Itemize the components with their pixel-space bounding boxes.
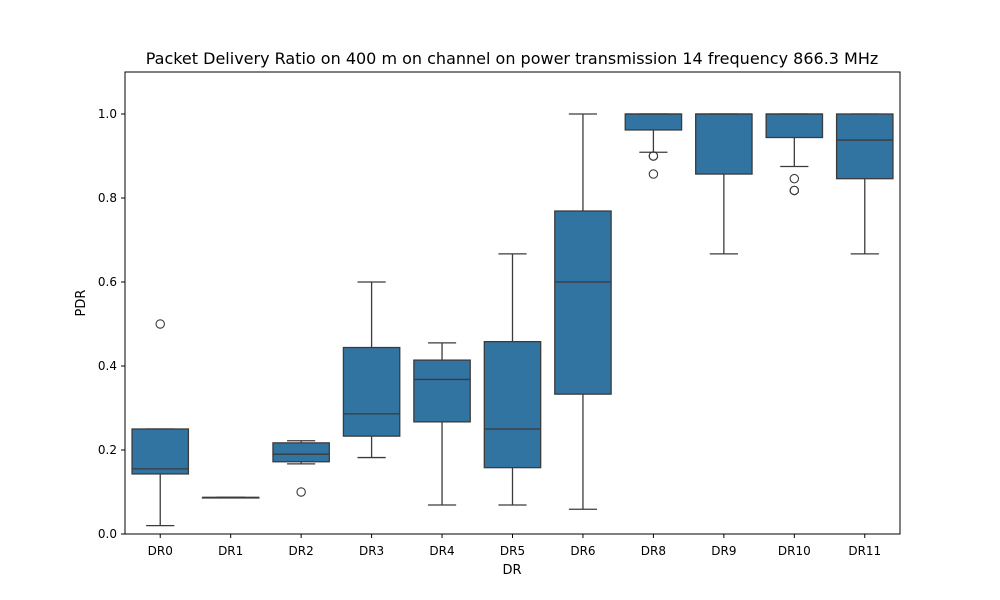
x-tick-label: DR2 <box>289 544 314 558</box>
x-tick-label: DR5 <box>500 544 525 558</box>
box-dr8 <box>624 113 683 179</box>
y-tick-label: 0.4 <box>98 359 117 373</box>
x-tick-label: DR4 <box>429 544 454 558</box>
y-tick-label: 0.6 <box>98 275 117 289</box>
x-tick-label: DR8 <box>641 544 666 558</box>
box-dr10 <box>765 113 824 196</box>
y-tick-label: 0.8 <box>98 191 117 205</box>
box-dr0 <box>131 319 190 527</box>
box-dr9 <box>695 113 753 255</box>
box-dr2 <box>272 440 330 497</box>
iqr-box <box>624 113 683 131</box>
box-group <box>131 113 894 527</box>
box-dr5 <box>483 253 542 506</box>
x-tick-label: DR6 <box>570 544 595 558</box>
iqr-box <box>483 340 542 469</box>
box-dr4 <box>413 342 471 506</box>
outlier-point <box>648 151 659 161</box>
iqr-box <box>413 359 471 423</box>
box-dr1 <box>201 496 260 499</box>
x-tick-label: DR1 <box>218 544 243 558</box>
outlier-point <box>296 487 306 497</box>
iqr-box <box>765 113 824 139</box>
iqr-box <box>695 113 753 175</box>
x-tick-label: DR9 <box>711 544 736 558</box>
y-tick-label: 0.0 <box>98 527 117 541</box>
y-tick-label: 1.0 <box>98 107 117 121</box>
y-axis-ticks: 0.0 0.2 0.4 0.6 0.8 1.0 <box>98 107 125 541</box>
iqr-box <box>272 442 330 463</box>
x-tick-label: DR10 <box>778 544 811 558</box>
outlier-point <box>155 319 165 329</box>
chart-title: Packet Delivery Ratio on 400 m on channe… <box>146 49 879 68</box>
x-axis-ticks: DR0 DR1 DR2 DR3 DR4 DR5 DR6 DR8 DR9 DR10 DR11 <box>148 534 881 558</box>
outlier-point <box>789 185 800 196</box>
iqr-box <box>342 346 401 437</box>
x-tick-label: DR11 <box>848 544 881 558</box>
y-axis-label: PDR <box>74 290 89 317</box>
y-tick-label: 0.2 <box>98 443 117 457</box>
outlier-point <box>648 169 659 179</box>
iqr-box <box>131 428 190 475</box>
iqr-box <box>554 210 612 395</box>
iqr-box <box>835 113 894 180</box>
x-tick-label: DR3 <box>359 544 384 558</box>
box-dr3 <box>342 281 401 459</box>
box-dr6 <box>554 113 612 510</box>
box-dr11 <box>835 113 894 255</box>
plot-area-frame <box>124 71 901 535</box>
outlier-point <box>789 173 800 184</box>
x-axis-label: DR <box>502 563 521 578</box>
x-tick-label: DR0 <box>148 544 173 558</box>
